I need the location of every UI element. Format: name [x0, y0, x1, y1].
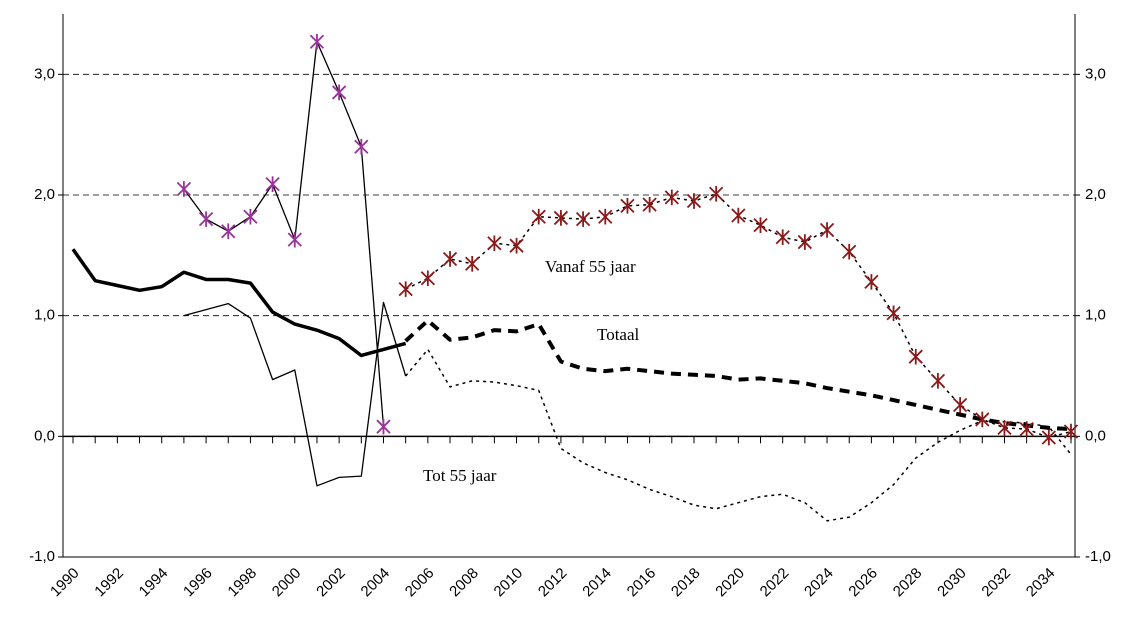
- star-marker: [509, 237, 524, 254]
- star-marker: [1041, 429, 1056, 446]
- star-marker: [487, 235, 502, 252]
- x-tick-label: 1998: [224, 565, 260, 601]
- x-tick-label: 2000: [269, 565, 305, 601]
- series-line: [405, 348, 1072, 522]
- star-marker: [442, 251, 458, 267]
- star-marker: [642, 196, 657, 213]
- x-tick-label: 2002: [313, 565, 349, 601]
- star-marker: [309, 33, 325, 50]
- star-marker: [797, 234, 813, 250]
- star-marker: [842, 243, 857, 260]
- star-marker: [553, 210, 569, 226]
- x-tick-label: 2014: [579, 565, 615, 601]
- y2-tick-label: 0,0: [1085, 427, 1106, 444]
- star-marker: [620, 198, 635, 214]
- y-tick-label: 2,0: [34, 186, 55, 203]
- star-marker: [952, 397, 968, 413]
- y2-tick-label: 2,0: [1085, 186, 1106, 203]
- x-tick-label: 2026: [845, 565, 881, 601]
- x-tick-label: 2034: [1023, 565, 1059, 601]
- star-marker: [598, 208, 613, 225]
- x-tick-label: 1996: [180, 565, 216, 601]
- star-marker: [686, 193, 702, 209]
- star-marker: [531, 208, 546, 225]
- star-marker: [420, 270, 435, 287]
- star-marker: [1019, 421, 1034, 437]
- star-marker: [975, 411, 990, 428]
- x-tick-label: 2008: [446, 565, 482, 601]
- star-marker: [997, 420, 1012, 436]
- star-marker: [465, 255, 480, 272]
- star-marker: [908, 348, 923, 365]
- annotation: Vanaf 55 jaar: [545, 257, 636, 276]
- star-marker: [176, 181, 192, 197]
- x-tick-label: 2032: [978, 565, 1014, 601]
- x-tick-label: 1990: [47, 565, 83, 601]
- label-bg: [590, 324, 660, 348]
- star-marker: [753, 217, 768, 233]
- y-tick-label: -1,0: [29, 548, 55, 565]
- y-tick-label: 1,0: [34, 307, 55, 324]
- y-tick-label: 3,0: [34, 65, 55, 82]
- star-marker: [709, 185, 724, 202]
- x-tick-label: 1994: [136, 565, 172, 601]
- x-tick-label: 2024: [801, 565, 837, 601]
- star-marker: [331, 84, 347, 101]
- marks: [71, 33, 1079, 522]
- star-marker: [664, 189, 679, 206]
- series-line: [183, 41, 385, 427]
- star-marker: [1063, 423, 1079, 440]
- x-tick-label: 2020: [712, 565, 748, 601]
- star-marker: [819, 222, 835, 238]
- grid: [58, 14, 1080, 558]
- star-marker: [221, 223, 236, 239]
- x-tick-label: 2010: [491, 565, 527, 601]
- star-marker: [243, 208, 258, 225]
- star-marker: [265, 176, 280, 192]
- y-tick-label: 0,0: [34, 427, 55, 444]
- x-tick-label: 2012: [535, 565, 571, 601]
- x-tick-label: 2006: [402, 565, 438, 601]
- star-marker: [575, 211, 591, 227]
- star-marker: [198, 211, 214, 227]
- annotation: Totaal: [597, 325, 640, 344]
- star-marker: [930, 373, 946, 389]
- star-marker: [731, 207, 746, 224]
- series-line: [71, 248, 407, 358]
- series-line: [183, 301, 407, 487]
- annotation: Tot 55 jaar: [423, 466, 497, 485]
- x-tick-label: 2016: [624, 565, 660, 601]
- series-line: [404, 318, 1072, 432]
- x-tick-label: 2004: [358, 565, 394, 601]
- star-marker: [354, 138, 369, 155]
- y2-tick-label: -1,0: [1085, 548, 1111, 565]
- star-marker: [864, 274, 879, 290]
- star-marker: [376, 418, 391, 435]
- x-tick-label: 2018: [668, 565, 704, 601]
- x-tick-label: 2022: [757, 565, 793, 601]
- x-tick-label: 2028: [890, 565, 926, 601]
- star-marker: [398, 281, 413, 297]
- star-marker: [886, 305, 901, 322]
- label-bg: [540, 256, 680, 282]
- star-marker: [287, 231, 302, 248]
- x-tick-label: 2030: [934, 565, 970, 601]
- star-marker: [775, 229, 790, 246]
- y2-tick-label: 3,0: [1085, 65, 1106, 82]
- y2-tick-label: 1,0: [1085, 307, 1106, 324]
- x-tick-label: 1992: [91, 565, 127, 601]
